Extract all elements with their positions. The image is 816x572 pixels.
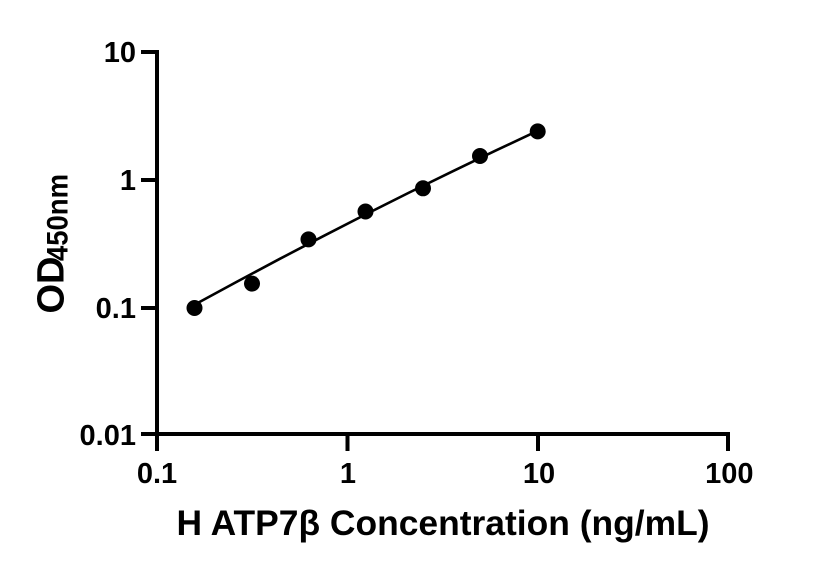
svg-text:H ATP7β Concentration (ng/mL): H ATP7β Concentration (ng/mL) [177,504,710,543]
svg-text:1: 1 [340,458,356,490]
svg-text:450nm: 450nm [42,174,75,261]
svg-text:0.1: 0.1 [137,458,177,490]
svg-text:1: 1 [120,165,136,197]
svg-text:100: 100 [705,458,753,490]
svg-text:10: 10 [104,37,136,69]
svg-text:0.1: 0.1 [96,293,136,325]
svg-text:0.01: 0.01 [80,420,136,452]
svg-text:OD: OD [31,257,73,314]
svg-text:10: 10 [523,458,555,490]
